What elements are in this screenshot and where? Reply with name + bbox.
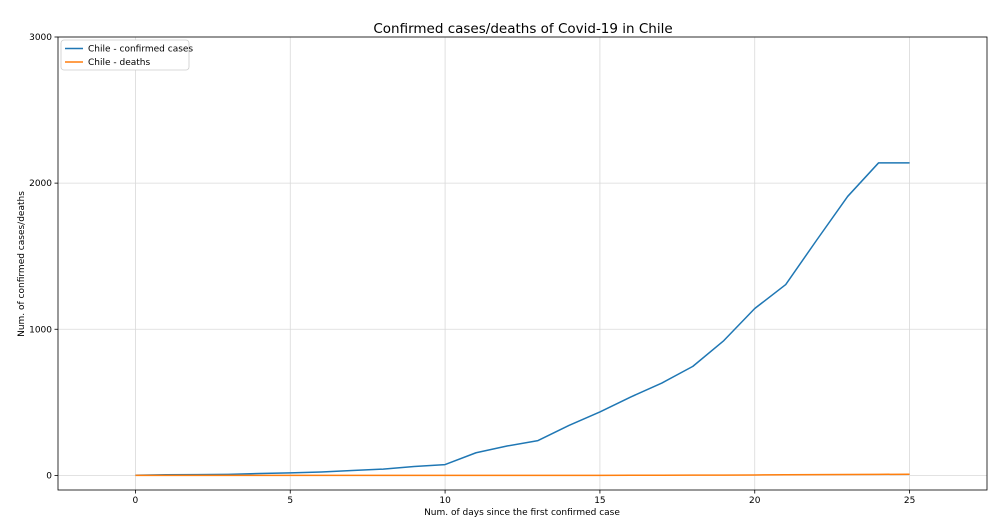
x-tick-label: 0 [133, 496, 139, 506]
x-tick-label: 10 [439, 496, 451, 506]
y-tick-label: 3000 [29, 33, 52, 43]
legend-box [60, 39, 190, 71]
legend: Chile - confirmed cases Chile - deaths [60, 39, 193, 71]
series-line-deaths [135, 473, 910, 477]
x-tick-label: 25 [904, 496, 915, 506]
x-axis-label: Num. of days since the first confirmed c… [424, 508, 620, 518]
legend-label-deaths: Chile - deaths [88, 58, 150, 68]
x-tick-label: 15 [594, 496, 605, 506]
series-line-confirmed [135, 162, 910, 476]
grid-lines [58, 36, 987, 490]
series-layer [135, 162, 910, 477]
x-tick-label: 20 [749, 496, 761, 506]
x-axis: 0 5 10 15 20 25 [133, 490, 915, 506]
y-axis-label: Num. of confirmed cases/deaths [17, 191, 27, 337]
chart-title: Confirmed cases/deaths of Covid-19 in Ch… [373, 21, 672, 37]
y-axis: 0 1000 2000 3000 [29, 33, 58, 481]
legend-label-confirmed: Chile - confirmed cases [88, 45, 193, 55]
x-tick-label: 5 [287, 496, 293, 506]
plot-frame [57, 36, 988, 491]
y-tick-label: 1000 [29, 325, 52, 335]
y-tick-label: 0 [46, 471, 52, 481]
y-tick-label: 2000 [29, 179, 52, 189]
